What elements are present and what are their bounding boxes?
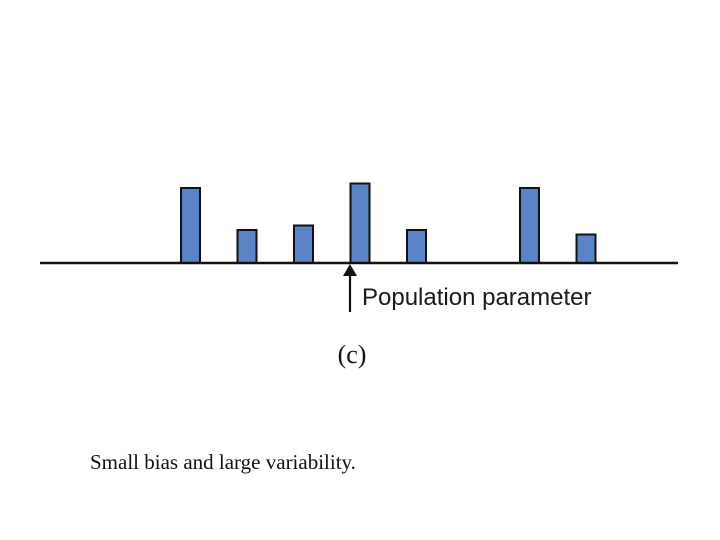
sample-bar-1: [180, 187, 201, 264]
sample-bar-2: [236, 229, 258, 264]
population-parameter-label: Population parameter: [362, 284, 591, 311]
caption-text: Small bias and large variability.: [90, 450, 356, 474]
sample-bar-5: [406, 229, 427, 264]
bars-group: [180, 182, 597, 264]
sample-bar-7: [575, 233, 597, 264]
parameter-arrow-icon: [343, 264, 357, 276]
panel-label: (c): [337, 340, 367, 369]
sample-bar-4: [349, 182, 371, 264]
sample-bar-3: [293, 224, 314, 264]
sample-bar-6: [519, 187, 540, 264]
